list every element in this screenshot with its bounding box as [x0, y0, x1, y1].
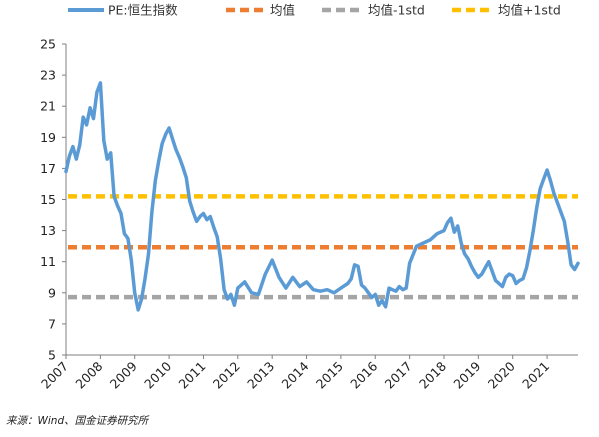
y-tick-label: 19	[40, 130, 56, 145]
x-tick-label: 2008	[72, 358, 105, 391]
y-tick-label: 17	[40, 161, 56, 176]
y-tick-label: 25	[40, 37, 56, 52]
y-tick-label: 11	[40, 254, 56, 269]
y-tick-label: 21	[40, 99, 56, 114]
legend-label-mean: 均值	[270, 3, 295, 18]
x-tick-label: 2012	[210, 359, 243, 392]
x-tick-label: 2014	[279, 358, 312, 391]
legend-item-mean-plus-std: 均值+1std	[452, 3, 561, 18]
x-tick-label: 2009	[107, 358, 140, 391]
x-tick-label: 2018	[416, 358, 449, 391]
x-tick-label: 2015	[313, 359, 346, 392]
pe-series-line	[64, 81, 580, 312]
x-tick-label: 2011	[175, 359, 208, 392]
legend-label-mean-minus-std: 均值-1std	[368, 3, 425, 18]
legend-item-pe: PE:恒生指数	[68, 3, 178, 18]
y-tick-label: 5	[48, 348, 56, 363]
x-tick-label: 2021	[519, 359, 552, 392]
legend-item-mean-minus-std: 均值-1std	[322, 3, 425, 18]
y-tick-label: 7	[48, 316, 56, 331]
y-tick-label: 13	[40, 223, 56, 238]
x-tick-label: 2007	[38, 359, 71, 392]
x-tick-label: 2019	[450, 358, 483, 391]
x-tick-label: 2013	[244, 359, 277, 392]
y-tick-label: 23	[40, 68, 56, 83]
x-tick-label: 2010	[141, 358, 174, 391]
x-tick-label: 2016	[347, 358, 380, 391]
y-tick-label: 15	[40, 192, 56, 207]
legend-label-mean-plus-std: 均值+1std	[498, 3, 561, 18]
x-tick-label: 2020	[485, 358, 518, 391]
source-note: 来源：Wind、国金证券研究所	[6, 415, 150, 427]
legend-label-pe: PE:恒生指数	[108, 3, 178, 18]
y-tick-label: 9	[48, 285, 56, 300]
legend-item-mean: 均值	[226, 3, 295, 18]
x-tick-label: 2017	[382, 359, 415, 392]
legend: PE:恒生指数 均值 均值-1std 均值+1std	[68, 3, 561, 18]
